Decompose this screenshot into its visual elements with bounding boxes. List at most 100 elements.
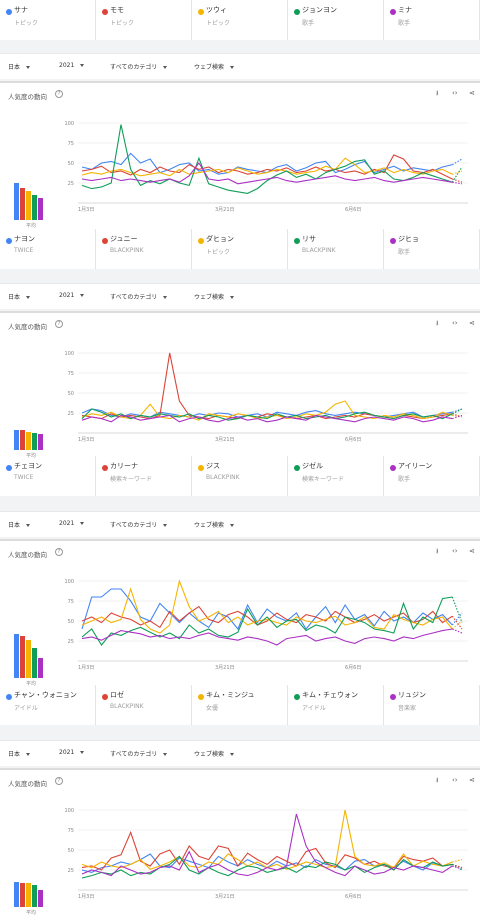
y-tick-label: 50 bbox=[68, 391, 74, 397]
compare-term[interactable]: ツウィ トピック bbox=[192, 0, 288, 40]
average-bar bbox=[14, 430, 19, 450]
year-dropdown[interactable]: 2021 bbox=[59, 749, 85, 756]
help-icon[interactable]: ? bbox=[55, 90, 63, 98]
category-dropdown[interactable]: すべてのカテゴリ bbox=[110, 62, 168, 71]
term-type: トピック bbox=[14, 20, 39, 27]
help-icon[interactable]: ? bbox=[55, 548, 63, 556]
embed-icon[interactable]: ‹› bbox=[452, 547, 458, 555]
search-type-dropdown[interactable]: ウェブ検索 bbox=[194, 749, 235, 758]
compare-term[interactable]: ジュニー BLACKPINK bbox=[96, 229, 192, 269]
x-tick-label: 3月21日 bbox=[215, 665, 235, 671]
compare-term[interactable]: サナ トピック bbox=[0, 0, 96, 40]
average-bar bbox=[26, 639, 31, 678]
term-type: 歌手 bbox=[398, 476, 411, 483]
compare-term[interactable]: キム・チェウォン アイドル bbox=[288, 685, 384, 725]
dropdown-label: 2021 bbox=[59, 292, 75, 299]
series-color-dot bbox=[198, 238, 204, 244]
compare-term[interactable]: ジヒョ 歌手 bbox=[384, 229, 480, 269]
series-color-dot bbox=[198, 9, 204, 15]
filters-bar: 日本 2021 すべてのカテゴリ ウェブ検索 bbox=[0, 283, 480, 309]
compare-term[interactable]: カリーナ 検索キーワード bbox=[96, 456, 192, 496]
x-tick-label: 3月21日 bbox=[215, 894, 235, 900]
y-tick-label: 75 bbox=[68, 141, 74, 147]
card-title: 人気度の動向 bbox=[8, 323, 47, 331]
series-color-dot bbox=[102, 238, 108, 244]
term-type: 検索キーワード bbox=[110, 476, 153, 483]
x-tick-label: 1月3日 bbox=[78, 894, 94, 900]
compare-terms-bar: チェヨン TWICE カリーナ 検索キーワード ジス BLACKPINK ジゼル 検索キーワー… bbox=[0, 456, 480, 496]
compare-term[interactable]: アイリーン 歌手 bbox=[384, 456, 480, 496]
share-icon[interactable]: ⋖ bbox=[469, 776, 475, 784]
card-title: 人気度の動向 bbox=[8, 780, 47, 788]
help-icon[interactable]: ? bbox=[55, 777, 63, 785]
x-tick-label: 6月6日 bbox=[345, 665, 361, 671]
search-type-dropdown[interactable]: ウェブ検索 bbox=[194, 292, 235, 301]
dropdown-label: ウェブ検索 bbox=[194, 64, 225, 71]
y-tick-label: 25 bbox=[68, 181, 74, 187]
average-bars bbox=[14, 370, 48, 450]
series-color-dot bbox=[102, 694, 108, 700]
compare-terms-bar: チャン・ウォニョン アイドル ロゼ BLACKPINK キム・ミンジュ 女優 キム・チェウォ… bbox=[0, 685, 480, 725]
region-dropdown[interactable]: 日本 bbox=[8, 62, 31, 71]
series-line-partial bbox=[451, 166, 463, 183]
term-type: BLACKPINK bbox=[110, 247, 144, 254]
category-dropdown[interactable]: すべてのカテゴリ bbox=[110, 749, 168, 758]
compare-term[interactable]: ナヨン TWICE bbox=[0, 229, 96, 269]
download-icon[interactable]: ⭳ bbox=[436, 776, 439, 784]
series-line bbox=[81, 628, 453, 646]
average-bar bbox=[38, 890, 43, 907]
compare-term[interactable]: チャン・ウォニョン アイドル bbox=[0, 685, 96, 725]
dropdown-label: 日本 bbox=[8, 294, 21, 301]
average-bar bbox=[14, 183, 19, 220]
compare-term[interactable]: ジョンヨン 歌手 bbox=[288, 0, 384, 40]
year-dropdown[interactable]: 2021 bbox=[59, 62, 85, 69]
embed-icon[interactable]: ‹› bbox=[452, 776, 458, 784]
term-name: チェヨン bbox=[14, 462, 42, 470]
share-icon[interactable]: ⋖ bbox=[469, 547, 475, 555]
average-bar bbox=[20, 430, 25, 450]
term-name: キム・ミンジュ bbox=[206, 691, 255, 699]
compare-term[interactable]: ロゼ BLACKPINK bbox=[96, 685, 192, 725]
chevron-down-icon bbox=[26, 296, 31, 299]
x-tick-label: 6月6日 bbox=[345, 894, 361, 900]
share-icon[interactable]: ⋖ bbox=[469, 319, 475, 327]
series-color-dot bbox=[6, 465, 12, 471]
average-label: 平均 bbox=[26, 910, 37, 916]
category-dropdown[interactable]: すべてのカテゴリ bbox=[110, 292, 168, 301]
series-line bbox=[81, 400, 453, 421]
compare-term[interactable]: ダヒョン トピック bbox=[192, 229, 288, 269]
region-dropdown[interactable]: 日本 bbox=[8, 520, 31, 529]
average-bar bbox=[26, 431, 31, 450]
download-icon[interactable]: ⭳ bbox=[436, 319, 439, 327]
compare-term[interactable]: リサ BLACKPINK bbox=[288, 229, 384, 269]
compare-term[interactable]: ジス BLACKPINK bbox=[192, 456, 288, 496]
compare-term[interactable]: モモ トピック bbox=[96, 0, 192, 40]
compare-term[interactable]: ジゼル 検索キーワード bbox=[288, 456, 384, 496]
embed-icon[interactable]: ‹› bbox=[452, 319, 458, 327]
year-dropdown[interactable]: 2021 bbox=[59, 292, 85, 299]
compare-term[interactable]: キム・ミンジュ 女優 bbox=[192, 685, 288, 725]
compare-term[interactable]: リュジン 音楽家 bbox=[384, 685, 480, 725]
year-dropdown[interactable]: 2021 bbox=[59, 520, 85, 527]
help-icon[interactable]: ? bbox=[55, 320, 63, 328]
embed-icon[interactable]: ‹› bbox=[452, 89, 458, 97]
compare-term[interactable]: チェヨン TWICE bbox=[0, 456, 96, 496]
series-line bbox=[81, 162, 453, 185]
compare-term[interactable]: ミナ 歌手 bbox=[384, 0, 480, 40]
term-name: キム・チェウォン bbox=[302, 691, 358, 699]
search-type-dropdown[interactable]: ウェブ検索 bbox=[194, 62, 235, 71]
region-dropdown[interactable]: 日本 bbox=[8, 292, 31, 301]
share-icon[interactable]: ⋖ bbox=[469, 89, 475, 97]
term-name: ジヒョ bbox=[398, 235, 419, 243]
category-dropdown[interactable]: すべてのカテゴリ bbox=[110, 520, 168, 529]
series-color-dot bbox=[198, 694, 204, 700]
term-type: TWICE bbox=[14, 247, 34, 254]
x-tick-label: 1月3日 bbox=[78, 437, 94, 443]
region-dropdown[interactable]: 日本 bbox=[8, 749, 31, 758]
download-icon[interactable]: ⭳ bbox=[436, 89, 439, 97]
dropdown-label: ウェブ検索 bbox=[194, 751, 225, 758]
series-line bbox=[81, 414, 453, 423]
download-icon[interactable]: ⭳ bbox=[436, 547, 439, 555]
search-type-dropdown[interactable]: ウェブ検索 bbox=[194, 520, 235, 529]
average-bar bbox=[32, 884, 37, 907]
